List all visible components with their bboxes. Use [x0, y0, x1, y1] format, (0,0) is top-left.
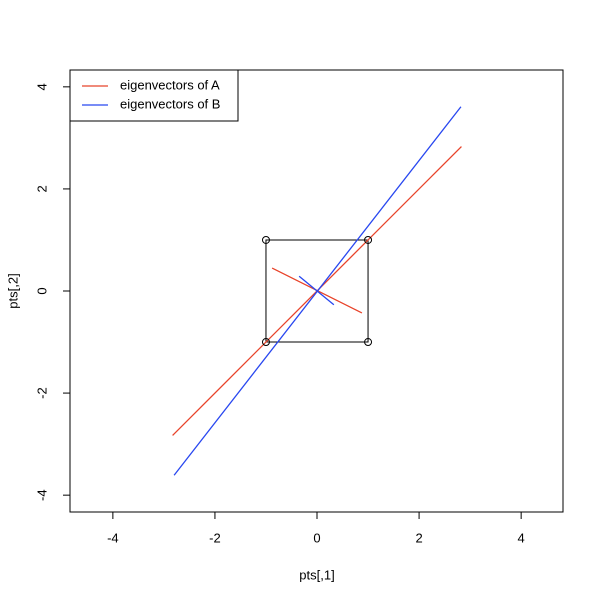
point	[261, 338, 270, 347]
x-axis-label: pts[,1]	[299, 567, 334, 582]
y-tick-label: 4	[34, 83, 49, 90]
x-tick-label: -2	[209, 530, 221, 545]
square	[265, 239, 369, 343]
legend-box	[69, 69, 239, 122]
x-tick-label: -4	[107, 530, 119, 545]
y-axis-label: pts[,2]	[5, 273, 20, 308]
y-tick-label: -2	[34, 387, 49, 399]
point	[364, 338, 373, 347]
x-tick-label: 0	[313, 530, 320, 545]
y-tick-label: 0	[34, 287, 49, 294]
legend-label: eigenvectors of B	[120, 96, 220, 111]
legend-label: eigenvectors of A	[120, 77, 220, 92]
y-tick-label: -4	[34, 489, 49, 501]
point	[261, 235, 270, 244]
x-tick-label: 4	[518, 530, 525, 545]
x-tick-label: 2	[415, 530, 422, 545]
y-tick-label: 2	[34, 185, 49, 192]
point	[364, 235, 373, 244]
eigenvector-line	[298, 275, 335, 306]
